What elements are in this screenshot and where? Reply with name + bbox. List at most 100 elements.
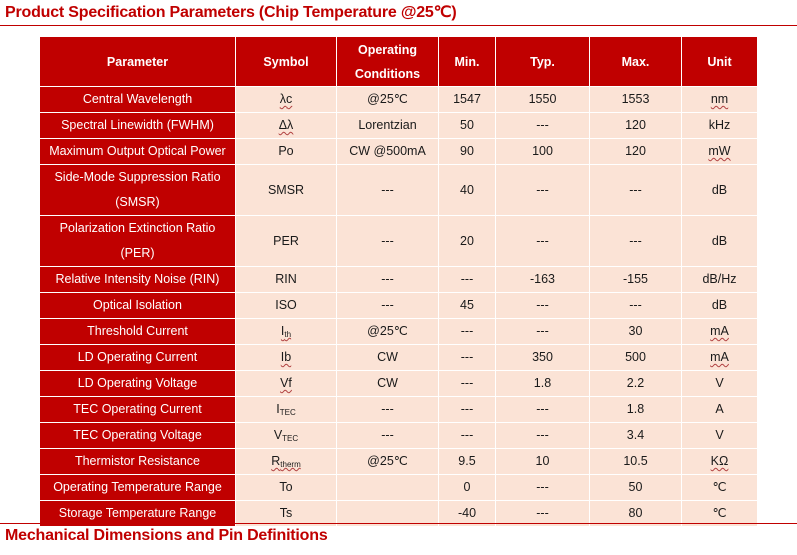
cell-symbol: Po — [235, 138, 337, 165]
cell-unit: V — [681, 422, 758, 449]
cell-parameter: LD Operating Current — [39, 344, 236, 371]
table-row: Side-Mode Suppression Ratio (SMSR) SMSR … — [39, 164, 758, 216]
cell-unit: mA — [681, 344, 758, 371]
table-row: Polarization Extinction Ratio (PER) PER … — [39, 215, 758, 267]
cell-min: --- — [438, 422, 496, 449]
symbol-main: I — [276, 402, 280, 416]
symbol-subscript: th — [284, 330, 292, 339]
cell-max: 50 — [589, 474, 682, 501]
cell-typ: --- — [495, 422, 590, 449]
cell-parameter: Side-Mode Suppression Ratio (SMSR) — [39, 164, 236, 216]
unit-text: nm — [710, 92, 729, 106]
cell-max: 1553 — [589, 86, 682, 113]
cell-symbol: Ith — [235, 318, 337, 345]
table-row: Operating Temperature Range To 0 --- 50 … — [39, 474, 758, 501]
cell-min: 90 — [438, 138, 496, 165]
cell-unit: dB — [681, 164, 758, 216]
cell-parameter: Spectral Linewidth (FWHM) — [39, 112, 236, 139]
cell-symbol: ISO — [235, 292, 337, 319]
cell-symbol: Ib — [235, 344, 337, 371]
section-divider-bottom — [0, 523, 797, 524]
symbol-text: Vf — [280, 376, 292, 390]
header-min: Min. — [438, 36, 496, 87]
cell-max: 30 — [589, 318, 682, 345]
unit-text: mA — [710, 324, 729, 338]
cell-max: --- — [589, 292, 682, 319]
cell-symbol: λc — [235, 86, 337, 113]
cell-min: --- — [438, 370, 496, 397]
symbol-main: V — [273, 428, 283, 442]
cell-symbol: Vf — [235, 370, 337, 397]
cell-unit: dB — [681, 215, 758, 267]
cell-conditions: --- — [336, 292, 439, 319]
cell-unit: KΩ — [681, 448, 758, 475]
table-row: Threshold Current Ith @25℃ --- --- 30 mA — [39, 318, 758, 345]
cell-max: 120 — [589, 112, 682, 139]
cell-parameter-line1: Side-Mode Suppression Ratio — [54, 170, 221, 184]
cell-parameter: Thermistor Resistance — [39, 448, 236, 475]
cell-typ: --- — [495, 318, 590, 345]
cell-unit: ℃ — [681, 474, 758, 501]
cell-typ: --- — [495, 112, 590, 139]
header-parameter: Parameter — [39, 36, 236, 87]
cell-conditions: --- — [336, 396, 439, 423]
cell-parameter: TEC Operating Voltage — [39, 422, 236, 449]
cell-max: 10.5 — [589, 448, 682, 475]
cell-min: 9.5 — [438, 448, 496, 475]
cell-min: 1547 — [438, 86, 496, 113]
cell-unit: kHz — [681, 112, 758, 139]
unit-text: mW — [708, 144, 731, 158]
header-typ: Typ. — [495, 36, 590, 87]
cell-typ: --- — [495, 215, 590, 267]
header-conditions-line2: Conditions — [354, 66, 421, 81]
cell-max: 1.8 — [589, 396, 682, 423]
cell-typ: --- — [495, 164, 590, 216]
spec-section-title: Product Specification Parameters (Chip T… — [5, 4, 457, 21]
cell-parameter: Storage Temperature Range — [39, 500, 236, 527]
cell-unit: A — [681, 396, 758, 423]
cell-parameter: Relative Intensity Noise (RIN) — [39, 266, 236, 293]
cell-symbol: To — [235, 474, 337, 501]
cell-typ: 350 — [495, 344, 590, 371]
cell-parameter: Threshold Current — [39, 318, 236, 345]
table-row: Thermistor Resistance Rtherm @25℃ 9.5 10… — [39, 448, 758, 475]
cell-parameter: TEC Operating Current — [39, 396, 236, 423]
cell-conditions: --- — [336, 164, 439, 216]
cell-unit: dB — [681, 292, 758, 319]
specification-table: Parameter Symbol Operating Conditions Mi… — [39, 36, 758, 527]
symbol-subscript: TEC — [282, 434, 299, 443]
cell-min: 20 — [438, 215, 496, 267]
cell-typ: 1.8 — [495, 370, 590, 397]
cell-unit: V — [681, 370, 758, 397]
cell-conditions: CW — [336, 370, 439, 397]
cell-typ: --- — [495, 474, 590, 501]
cell-symbol: Δλ — [235, 112, 337, 139]
cell-parameter-line2: (PER) — [120, 246, 155, 260]
symbol-subscript: therm — [280, 460, 301, 469]
cell-unit: mW — [681, 138, 758, 165]
cell-max: --- — [589, 215, 682, 267]
cell-parameter: LD Operating Voltage — [39, 370, 236, 397]
table-row: TEC Operating Current ITEC --- --- --- 1… — [39, 396, 758, 423]
cell-min: --- — [438, 266, 496, 293]
cell-typ: --- — [495, 292, 590, 319]
cell-typ: 10 — [495, 448, 590, 475]
symbol-text: Rtherm — [271, 454, 301, 469]
symbol-text: Ib — [280, 350, 292, 364]
unit-text: mA — [710, 350, 729, 364]
cell-typ: 100 — [495, 138, 590, 165]
cell-min: 40 — [438, 164, 496, 216]
cell-typ: --- — [495, 500, 590, 527]
table-row: Central Wavelength λc @25℃ 1547 1550 155… — [39, 86, 758, 113]
cell-min: --- — [438, 318, 496, 345]
cell-symbol: SMSR — [235, 164, 337, 216]
cell-symbol: RIN — [235, 266, 337, 293]
table-row: Maximum Output Optical Power Po CW @500m… — [39, 138, 758, 165]
cell-parameter-line2: (SMSR) — [115, 195, 160, 209]
cell-unit: dB/Hz — [681, 266, 758, 293]
cell-conditions: CW — [336, 344, 439, 371]
symbol-main: I — [280, 324, 285, 338]
cell-parameter: Polarization Extinction Ratio (PER) — [39, 215, 236, 267]
table-row: Spectral Linewidth (FWHM) Δλ Lorentzian … — [39, 112, 758, 139]
cell-conditions: --- — [336, 266, 439, 293]
